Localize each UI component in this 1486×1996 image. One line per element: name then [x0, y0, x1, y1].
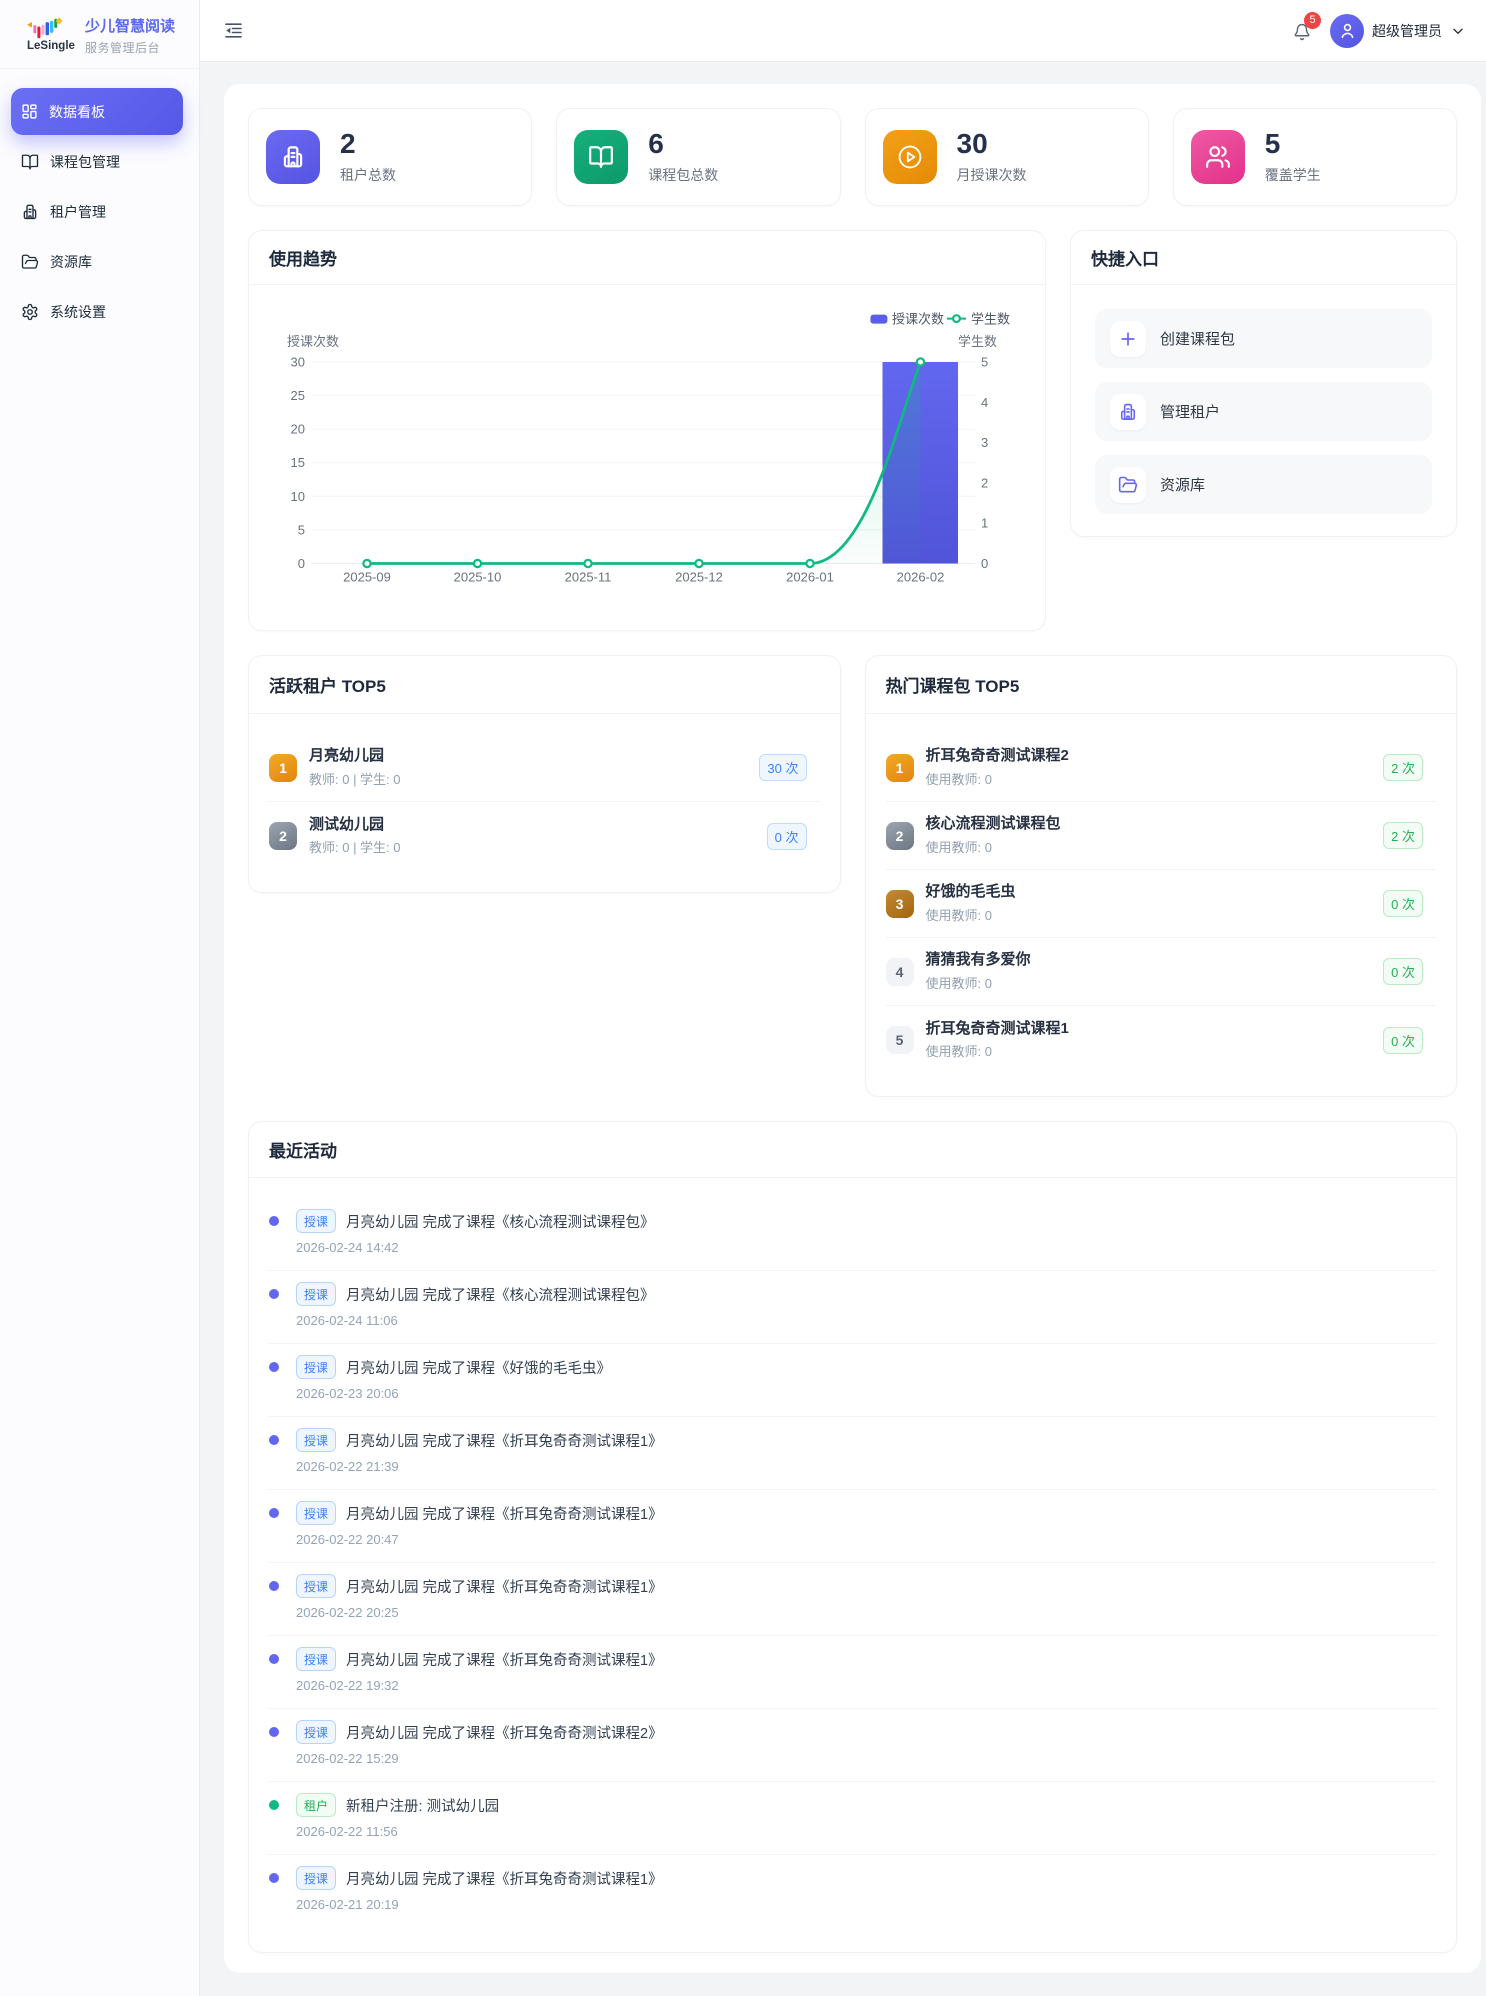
svg-text:0: 0: [981, 556, 988, 571]
svg-text:3: 3: [981, 435, 988, 450]
svg-text:10: 10: [291, 489, 305, 504]
svg-text:2025-12: 2025-12: [675, 570, 723, 585]
svg-text:15: 15: [291, 455, 305, 470]
svg-text:20: 20: [291, 422, 305, 437]
svg-text:2026-01: 2026-01: [786, 570, 834, 585]
svg-text:2025-09: 2025-09: [343, 570, 391, 585]
svg-text:25: 25: [291, 388, 305, 403]
svg-text:2025-10: 2025-10: [454, 570, 502, 585]
svg-text:0: 0: [298, 556, 305, 571]
svg-text:4: 4: [981, 395, 988, 410]
svg-text:1: 1: [981, 516, 988, 531]
svg-text:授课次数: 授课次数: [892, 311, 944, 326]
svg-text:2: 2: [981, 475, 988, 490]
svg-text:2026-02: 2026-02: [897, 570, 945, 585]
svg-text:2025-11: 2025-11: [565, 570, 612, 585]
svg-text:学生数: 学生数: [958, 334, 997, 349]
svg-text:授课次数: 授课次数: [287, 334, 339, 349]
svg-text:学生数: 学生数: [971, 311, 1010, 326]
svg-text:5: 5: [981, 355, 988, 370]
svg-text:30: 30: [291, 355, 305, 370]
svg-text:5: 5: [298, 522, 305, 537]
